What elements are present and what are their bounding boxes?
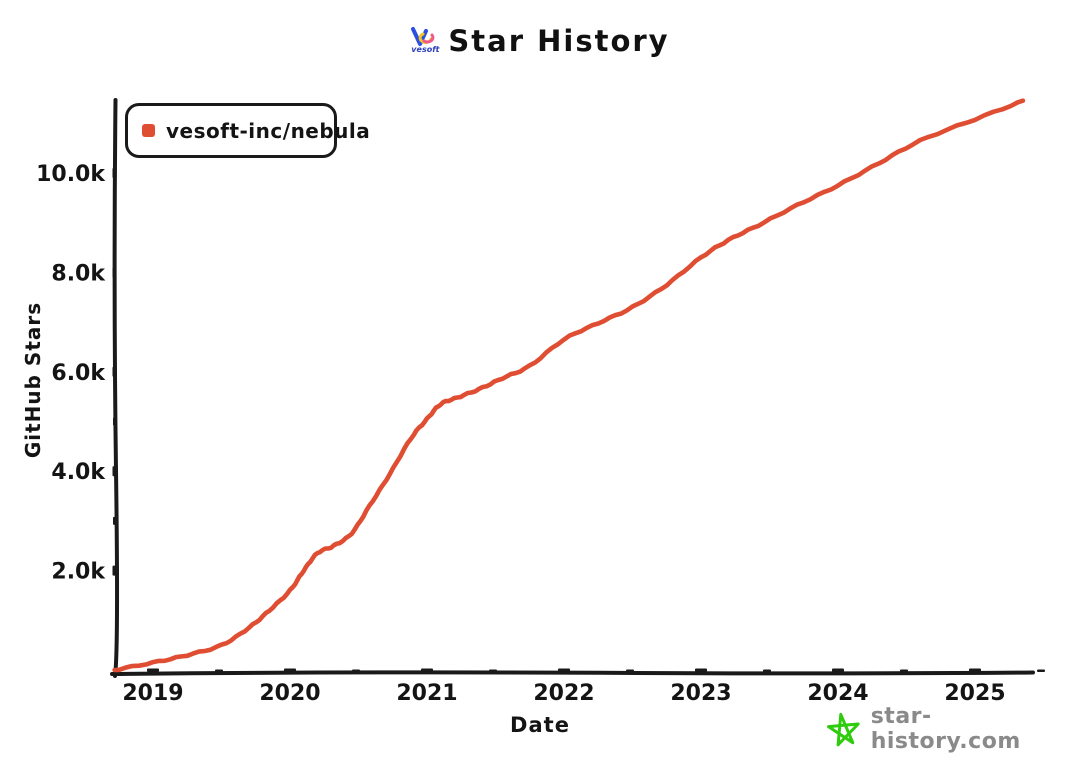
page-title: Star History [448,24,670,58]
chart-header: vesoft Star History [0,24,1080,58]
vesoft-wordmark: vesoft [411,45,440,54]
tick-mark [113,318,116,327]
y-axis-title: GitHub Stars [21,301,45,459]
tick-mark [113,417,116,426]
watermark: star-history.com [826,704,1080,754]
y-tick-label: 10.0k [36,162,106,187]
tick-mark [112,565,116,576]
legend: vesoft-inc/nebula [125,103,370,158]
axis-ticks [112,168,1045,672]
tick-mark [147,668,159,672]
vesoft-logo: vesoft [410,26,440,54]
y-tick-label: 4.0k [51,460,106,485]
vesoft-logo-icon [411,27,435,46]
tick-mark [1037,669,1045,672]
tick-mark [112,366,116,377]
legend-marker [142,124,155,137]
y-tick-label: 2.0k [51,560,106,585]
x-axis-line [110,670,1035,676]
axis-tick-labels: 2019 2020 2021 2022 2023 2024 2025 2.0k 4.0k 6.0k… [36,162,1006,706]
tick-mark [352,669,360,672]
tick-mark [113,218,116,227]
tick-mark [558,668,570,672]
tick-mark [489,669,497,672]
y-axis-line [112,98,120,678]
tick-mark [421,668,433,672]
star-history-star-icon [827,712,860,747]
tick-mark [832,668,844,672]
x-tick-label: 2022 [533,681,594,706]
legend-series-label: vesoft-inc/nebula [166,118,371,143]
tick-mark [284,668,296,672]
tick-mark [695,668,707,672]
x-tick-label: 2019 [122,681,183,706]
y-tick-label: 6.0k [51,361,106,386]
tick-mark [969,668,981,672]
x-tick-label: 2024 [807,681,868,706]
series-line-vesoft-inc-nebula [112,98,1026,673]
tick-mark [112,168,116,178]
tick-mark [113,516,116,525]
x-tick-label: 2025 [944,681,1005,706]
tick-mark [763,669,771,672]
x-tick-label: 2020 [259,681,320,706]
tick-mark [215,669,223,672]
tick-mark [900,669,908,672]
x-tick-label: 2021 [396,681,457,706]
y-tick-label: 8.0k [51,261,106,286]
x-axis-title: Date [510,713,570,737]
tick-mark [626,669,634,672]
watermark-text: star-history.com [870,704,1021,754]
x-tick-label: 2023 [670,681,731,706]
tick-mark [112,466,116,477]
tick-mark [112,267,116,278]
